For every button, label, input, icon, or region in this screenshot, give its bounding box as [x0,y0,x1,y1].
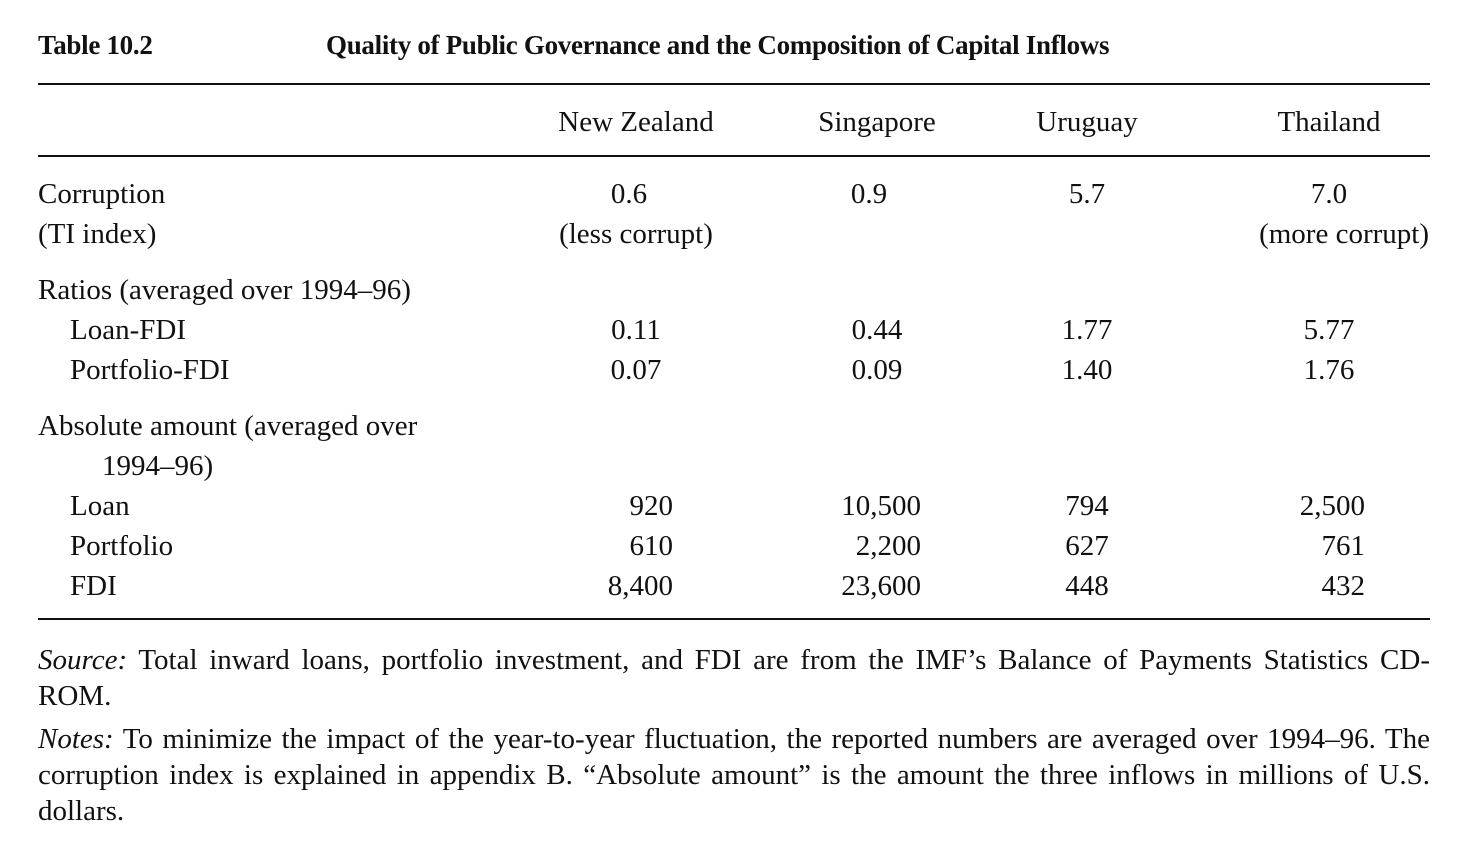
column-header-singapore: Singapore [818,106,936,138]
cell-corruption-thailand: 7.0 [1310,178,1348,210]
source-text: Total inward loans, portfolio investment… [38,644,1430,712]
cell-loan-thailand: 2,500 [1299,490,1365,522]
cell-loan-fdi-new-zealand: 0.11 [611,314,661,346]
source-note: Source: Total inward loans, portfolio in… [38,642,1430,714]
source-label: Source: [38,644,128,676]
section-heading-absolute-amount: Absolute amount (averaged over [38,410,418,442]
cell-corruption-uruguay: 5.7 [1068,178,1106,210]
cell-loan-fdi-uruguay: 1.77 [1061,314,1113,346]
more-corrupt-note: (more corrupt) [1259,218,1429,250]
cell-corruption-new-zealand: 0.6 [610,178,648,210]
row-label-portfolio: Portfolio [70,530,174,562]
row-label-portfolio-fdi: Portfolio-FDI [70,354,230,386]
row-label-ti-index: (TI index) [38,218,157,250]
table-title: Quality of Public Governance and the Com… [326,30,1110,60]
cell-portfolio-fdi-singapore: 0.09 [851,354,903,386]
row-label-loan: Loan [70,490,130,522]
row-label-corruption: Corruption [38,178,166,210]
bottom-rule [38,618,1430,620]
column-header-new-zealand: New Zealand [558,106,714,138]
row-label-fdi: FDI [70,570,117,602]
cell-portfolio-singapore: 2,200 [855,530,921,562]
column-header-uruguay: Uruguay [1036,106,1138,138]
cell-portfolio-fdi-uruguay: 1.40 [1061,354,1113,386]
cell-portfolio-uruguay: 627 [1065,530,1109,562]
header-rule [38,155,1430,157]
cell-loan-new-zealand: 920 [629,490,674,522]
cell-fdi-thailand: 432 [1321,570,1366,602]
row-label-loan-fdi: Loan-FDI [70,314,186,346]
less-corrupt-note: (less corrupt) [559,218,713,250]
cell-fdi-singapore: 23,600 [841,570,921,602]
top-rule [38,83,1430,85]
cell-loan-fdi-singapore: 0.44 [851,314,903,346]
section-heading-absolute-amount-years: 1994–96) [102,450,214,482]
notes-label: Notes: [38,723,114,755]
cell-portfolio-fdi-new-zealand: 0.07 [610,354,662,386]
cell-fdi-new-zealand: 8,400 [607,570,673,602]
cell-portfolio-fdi-thailand: 1.76 [1303,354,1355,386]
notes-paragraph: Notes: To minimize the impact of the yea… [38,721,1430,829]
cell-loan-uruguay: 794 [1065,490,1109,522]
cell-portfolio-thailand: 761 [1321,530,1366,562]
section-heading-ratios: Ratios (averaged over 1994–96) [38,274,411,306]
column-header-thailand: Thailand [1277,106,1381,138]
cell-loan-singapore: 10,500 [841,490,921,522]
cell-loan-fdi-thailand: 5.77 [1303,314,1355,346]
cell-fdi-uruguay: 448 [1065,570,1109,602]
notes-text: To minimize the impact of the year-to-ye… [38,723,1430,827]
cell-portfolio-new-zealand: 610 [629,530,674,562]
cell-corruption-singapore: 0.9 [850,178,888,210]
table-number: Table 10.2 [38,30,153,60]
